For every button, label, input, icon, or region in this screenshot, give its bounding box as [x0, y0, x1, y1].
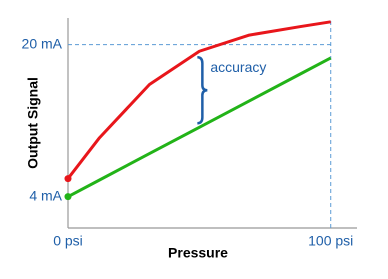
annotation: accuracy	[210, 59, 266, 75]
x-tick-label: 0 psi	[53, 233, 83, 249]
start-point	[64, 193, 72, 201]
x-tick-label: 100 psi	[308, 233, 353, 249]
series-line	[66, 20, 331, 180]
x-axis-label: Pressure	[168, 245, 228, 261]
series-line	[67, 56, 332, 198]
accuracy-brace	[197, 56, 208, 125]
y-tick-label: 20 mA	[22, 35, 63, 51]
y-tick-label: 4 mA	[29, 187, 62, 203]
y-axis-label: Output Signal	[25, 77, 41, 169]
start-point	[64, 175, 72, 183]
